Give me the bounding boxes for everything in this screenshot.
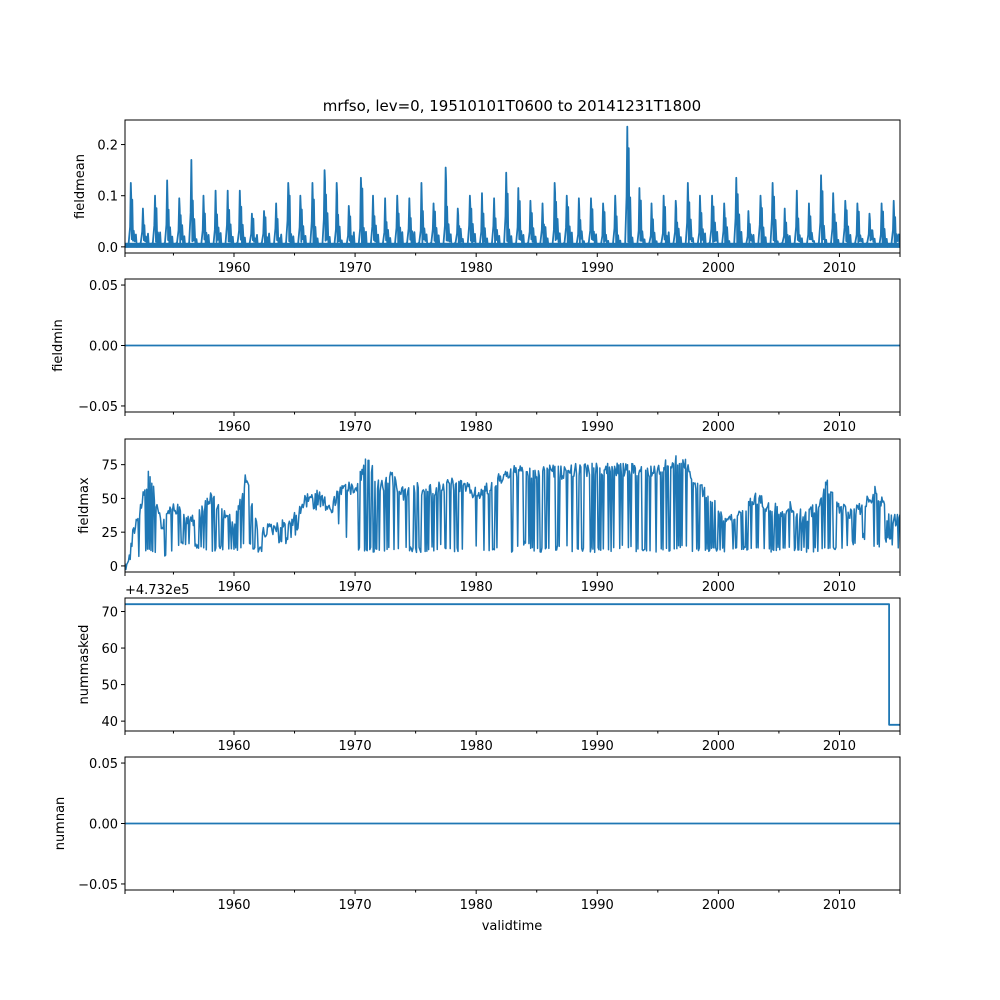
y-tick-label: 40 [101,715,118,730]
y-offset-text: +4.732e5 [125,583,189,598]
series-line [125,125,900,248]
x-tick-label: 2000 [702,898,735,913]
x-tick-label: 1980 [460,898,493,913]
panel-fieldmax: 0 25 50 75 1960 1970 1980 1990 2000 2010 fieldmax [77,438,901,595]
series-nummasked [125,603,900,726]
y-tick-label: 0 [110,560,118,575]
y-tick-label: −0.05 [78,400,118,415]
x-tick-label: 2010 [823,739,856,754]
axes-frame [124,597,901,732]
x-tick-label: 2000 [702,739,735,754]
x-tick-label: 1960 [217,580,250,595]
x-axis-label: validtime [482,919,543,934]
y-tick-label: 0.00 [89,340,118,355]
y-tick-label: 75 [101,459,118,474]
series-line [125,455,900,571]
y-tick-label: 0.05 [89,757,118,772]
y-tick-label: −0.05 [78,878,118,893]
x-tick-label: 2000 [702,580,735,595]
x-tick-label: 2000 [702,420,735,435]
axes-frame [124,438,901,573]
series-fieldmean [125,125,900,248]
figure-title: mrfso, lev=0, 19510101T0600 to 20141231T… [323,97,701,115]
x-tick-label: 1970 [339,261,372,276]
x-tick-label: 1960 [217,898,250,913]
x-tick-label: 2010 [823,580,856,595]
x-tick-label: 1990 [581,580,614,595]
x-tick-label: 1960 [217,739,250,754]
series-line [125,603,900,726]
y-tick-label: 70 [101,606,118,621]
x-tick-label: 2010 [823,898,856,913]
x-tick-label: 1980 [460,580,493,595]
series-fieldmax [125,455,900,571]
panel-nummasked: 40 50 60 70 1960 1970 1980 1990 2000 2010 nummaske… [77,583,901,754]
panel-fieldmean: 0.0 0.1 0.2 1960 1970 1980 1990 2000 2010 fieldme… [73,119,901,276]
x-tick-label: 1980 [460,261,493,276]
x-tick-label: 1960 [217,261,250,276]
x-tick-label: 1990 [581,739,614,754]
y-tick-label: 0.0 [97,241,118,256]
x-tick-label: 1960 [217,420,250,435]
x-tick-label: 2010 [823,261,856,276]
y-axis-label: fieldmax [77,477,92,534]
x-tick-label: 1980 [460,420,493,435]
x-tick-label: 1990 [581,420,614,435]
y-tick-label: 0.1 [97,190,118,205]
y-axis-label: fieldmean [73,154,88,219]
y-axis-label: fieldmin [51,319,66,372]
x-tick-label: 1970 [339,420,372,435]
y-tick-label: 0.00 [89,818,118,833]
x-tick-label: 1990 [581,261,614,276]
y-tick-label: 25 [101,526,118,541]
x-tick-label: 2000 [702,261,735,276]
x-tick-label: 2010 [823,420,856,435]
y-tick-label: 0.05 [89,279,118,294]
y-tick-label: 0.2 [97,139,118,154]
y-axis-label: nummasked [77,625,92,705]
y-tick-label: 50 [101,679,118,694]
axes-frame [124,119,901,254]
x-tick-label: 1970 [339,898,372,913]
x-tick-label: 1980 [460,739,493,754]
y-tick-label: 50 [101,492,118,507]
x-tick-label: 1990 [581,898,614,913]
y-tick-label: 60 [101,642,118,657]
panel-numnan: −0.05 0.00 0.05 1960 1970 1980 1990 2000 2010 num… [53,756,901,913]
x-tick-label: 1970 [339,739,372,754]
y-axis-label: numnan [53,797,68,851]
x-tick-label: 1970 [339,580,372,595]
panel-fieldmin: −0.05 0.00 0.05 1960 1970 1980 1990 2000 2010 fie… [51,278,901,435]
